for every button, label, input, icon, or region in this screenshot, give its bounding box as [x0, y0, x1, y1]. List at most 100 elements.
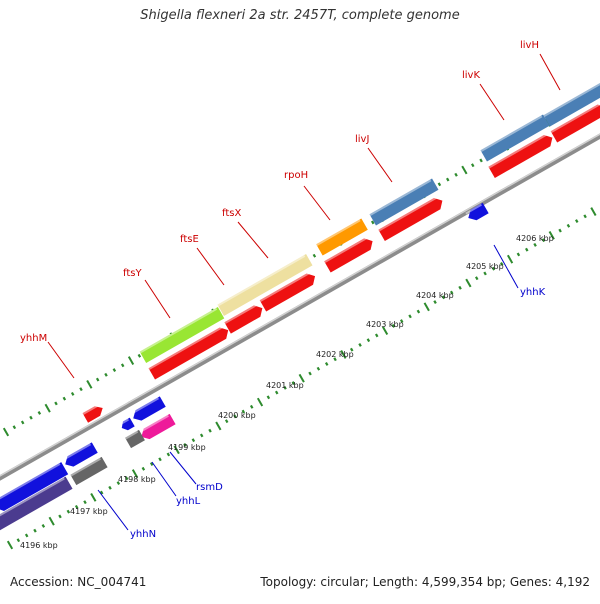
yhhN-region-body[interactable] [0, 476, 73, 534]
ftsE-cds[interactable] [224, 302, 265, 334]
gene-label-ftsE[interactable]: ftsE [180, 234, 199, 245]
gene-label-ftsX[interactable]: ftsX [222, 208, 241, 219]
yhhL-gene[interactable] [130, 396, 166, 423]
ftsY-cds-body[interactable] [148, 325, 232, 380]
leader-line [539, 53, 561, 91]
major-tick [90, 492, 97, 502]
rsmD-gene-shine [138, 414, 169, 434]
livH-cds-body[interactable] [550, 101, 600, 143]
rpoH-gene[interactable] [316, 218, 368, 256]
gene-label-livH[interactable]: livH [520, 40, 539, 51]
livK-cds[interactable] [488, 132, 555, 179]
gene-label-livJ[interactable]: livJ [355, 134, 369, 145]
minor-tick [12, 425, 17, 430]
gene-labels[interactable]: yhhM ftsY ftsE ftsX rpoH livJ livK livH yhhN yhhL… [20, 40, 546, 540]
rsmD-cds[interactable] [125, 429, 145, 449]
ftsE-gene[interactable] [217, 254, 313, 316]
minor-tick [391, 323, 396, 328]
gene-label-yhhL[interactable]: yhhL [176, 496, 201, 507]
minor-tick [158, 457, 162, 462]
kbp-label: 4201 kbp [266, 381, 304, 390]
yhhL-cds[interactable] [62, 442, 98, 469]
minor-tick [449, 290, 454, 295]
major-tick [2, 427, 10, 437]
minor-tick [479, 158, 483, 163]
rsmD-gene[interactable] [138, 413, 176, 442]
yhhK-gene-shine [465, 203, 482, 215]
major-tick [256, 397, 264, 407]
minor-tick [83, 500, 87, 505]
yhhN-gene[interactable] [0, 462, 69, 514]
yhhK-gene-body[interactable] [465, 202, 489, 223]
minor-tick [62, 396, 67, 401]
gene-label-rsmD[interactable]: rsmD [196, 482, 223, 493]
major-tick [298, 373, 305, 383]
genome-title: Shigella flexneri 2a str. 2457T, complet… [140, 8, 460, 23]
rpoH-cds[interactable] [324, 235, 376, 273]
leader-line [367, 147, 393, 183]
gene-label-ftsY[interactable]: ftsY [123, 268, 142, 279]
livJ-gene-body[interactable] [369, 178, 439, 226]
minor-tick [433, 300, 437, 304]
leader-line [144, 279, 171, 319]
yhhK-gene[interactable] [465, 202, 489, 223]
livJ-gene[interactable] [369, 178, 439, 226]
ftsX-cds-body[interactable] [259, 270, 319, 312]
gene-label-yhhK[interactable]: yhhK [520, 287, 546, 298]
livJ-cds-body[interactable] [378, 195, 445, 242]
gene-label-yhhM[interactable]: yhhM [20, 333, 47, 344]
gene-features[interactable] [0, 79, 600, 534]
ftsY-gene-body[interactable] [139, 307, 225, 363]
rsmD-gene-body[interactable] [138, 413, 176, 442]
ftsY-cds[interactable] [148, 325, 232, 380]
minor-tick [283, 385, 287, 390]
ftsX-cds[interactable] [259, 270, 319, 312]
major-tick [131, 469, 139, 478]
ftsY-gene[interactable] [139, 307, 225, 363]
yhhM-cds[interactable] [82, 403, 106, 423]
minor-tick [233, 414, 237, 419]
ftsE-gene-body[interactable] [217, 254, 313, 316]
rpoH-gene-body[interactable] [316, 218, 368, 256]
minor-tick [575, 219, 579, 224]
yhhN-cds[interactable] [70, 456, 108, 486]
yhhN-region[interactable] [0, 476, 73, 534]
ftsE-cds-body[interactable] [224, 302, 265, 334]
minor-tick [141, 466, 146, 471]
yhhL-gene-body[interactable] [130, 396, 166, 423]
small-reverse-gene[interactable] [119, 417, 135, 433]
gene-label-yhhN[interactable]: yhhN [130, 529, 156, 540]
minor-tick [566, 223, 571, 228]
minor-tick [124, 476, 129, 481]
livH-gene[interactable] [543, 79, 600, 127]
yhhN-cds-body[interactable] [70, 456, 108, 486]
kbp-label: 4197 kbp [70, 507, 108, 516]
small-reverse-gene-body[interactable] [119, 417, 135, 433]
livH-gene-body[interactable] [543, 79, 600, 127]
livH-cds[interactable] [550, 101, 600, 143]
minor-tick [374, 333, 379, 338]
gene-label-livK[interactable]: livK [462, 70, 480, 81]
minor-tick [112, 368, 117, 373]
livJ-cds[interactable] [378, 195, 445, 242]
topology-info: Topology: circular; Length: 4,599,354 bp… [260, 575, 590, 589]
yhhL-cds-body[interactable] [62, 442, 98, 469]
livK-gene-body[interactable] [480, 114, 550, 162]
minor-tick [437, 182, 442, 187]
kbp-scale-labels: 4196 kbp 4197 kbp 4198 kbp 4199 kbp 4200 kbp… [20, 234, 554, 550]
major-tick [6, 540, 14, 550]
rpoH-cds-body[interactable] [324, 235, 376, 273]
rsmD-cds-body[interactable] [125, 429, 145, 449]
livK-gene[interactable] [480, 114, 550, 162]
livK-cds-body[interactable] [488, 132, 555, 179]
minor-tick [191, 438, 196, 443]
yhhM-cds-body[interactable] [82, 403, 106, 423]
kbp-label: 4200 kbp [218, 411, 256, 420]
yhhN-gene-body[interactable] [0, 462, 69, 514]
yhhM-cds-shine [82, 404, 100, 415]
gene-label-rpoH[interactable]: rpoH [284, 170, 308, 181]
minor-tick [441, 295, 446, 300]
leader-line [479, 83, 505, 121]
